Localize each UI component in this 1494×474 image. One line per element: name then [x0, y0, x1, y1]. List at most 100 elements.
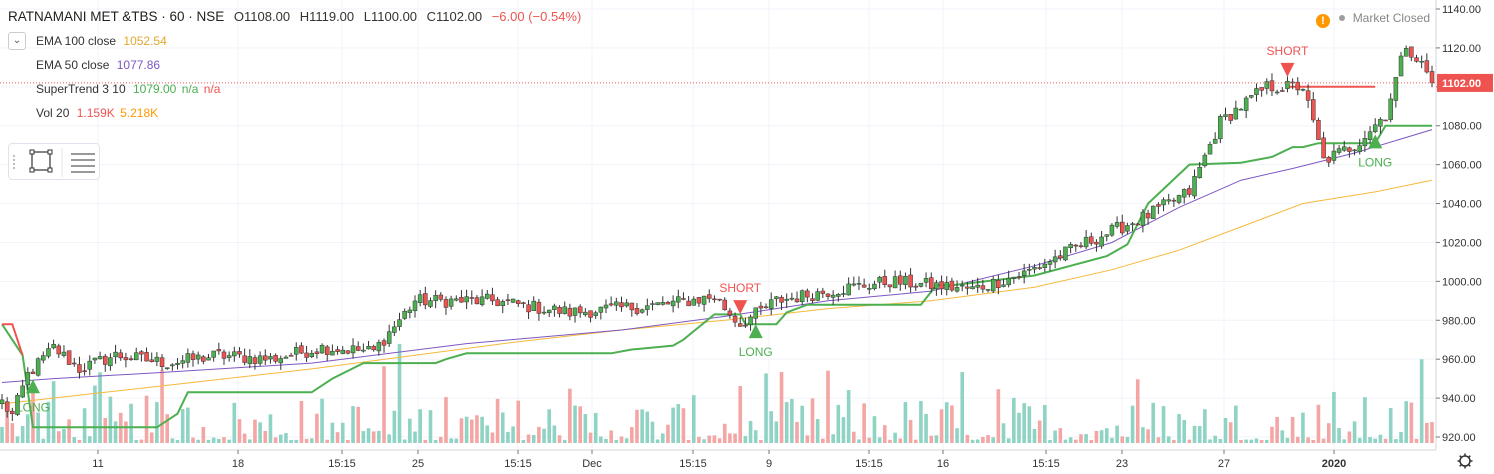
symbol-title[interactable]: RATNAMANI MET &TBS · 60 · NSE: [8, 9, 225, 24]
volume-bar: [846, 390, 851, 443]
volume-bar: [862, 403, 866, 443]
volume-bar: [877, 437, 882, 443]
volume-bar: [728, 433, 732, 443]
volume-bar: [1378, 434, 1383, 443]
candle-body: [371, 346, 376, 351]
candle-body: [1006, 278, 1011, 286]
volume-bar: [893, 432, 897, 443]
study-value: 1052.54: [123, 34, 167, 48]
volume-bar: [1120, 436, 1125, 443]
volume-bar: [1228, 422, 1233, 443]
candle-body: [77, 364, 82, 373]
candle-body: [175, 362, 180, 365]
study-ema50[interactable]: EMA 50 close 1077.86: [36, 58, 160, 72]
chevron-down-icon: ⌄: [12, 35, 22, 46]
volume-bar: [98, 372, 102, 443]
volume-bar: [387, 434, 391, 443]
volume-bar: [702, 439, 706, 443]
volume-bar: [1141, 427, 1145, 443]
candle-body: [1254, 88, 1259, 95]
candle-body: [789, 297, 795, 300]
volume-bar: [562, 439, 567, 443]
candle-body: [247, 356, 253, 364]
study-ema100[interactable]: EMA 100 close 1052.54: [36, 34, 167, 48]
candle-body: [257, 355, 263, 364]
volume-bar: [588, 432, 593, 443]
volume-bar: [1425, 422, 1429, 443]
volume-bar: [134, 439, 139, 443]
study-supertrend[interactable]: SuperTrend 3 10 1079.00 n/a n/a: [36, 82, 220, 96]
gear-icon[interactable]: [1457, 453, 1473, 469]
candle-body: [681, 298, 686, 300]
candle-body: [624, 302, 629, 307]
volume-bar: [1388, 407, 1393, 443]
study-volume[interactable]: Vol 20 1.159K 5.218K: [36, 106, 158, 120]
candle-body: [1011, 276, 1017, 279]
candle-body: [206, 357, 211, 361]
volume-bar: [72, 437, 77, 443]
candle-body: [928, 277, 934, 289]
candle-body: [634, 308, 640, 314]
candle-body: [1202, 154, 1208, 166]
volume-bar: [1135, 379, 1140, 443]
volume-bar: [155, 402, 159, 443]
study-value: 1077.86: [116, 58, 161, 72]
candle-body: [1197, 166, 1202, 179]
candle-body: [1249, 95, 1254, 98]
volume-bar: [0, 426, 4, 443]
volume-bar: [738, 386, 743, 443]
volume-bar: [805, 435, 810, 443]
candle-body: [15, 394, 20, 415]
candle-body: [877, 276, 882, 283]
candle-body: [226, 355, 232, 358]
long-signal-arrow: [748, 324, 763, 339]
volume-bar: [712, 435, 717, 443]
candle-body: [139, 351, 144, 355]
volume-bar: [821, 438, 825, 443]
volume-bar: [428, 410, 433, 443]
x-tick-label: 15:15: [504, 458, 532, 470]
candle-body: [350, 345, 356, 354]
candle-body: [211, 350, 216, 358]
time-axis[interactable]: [0, 450, 1436, 474]
volume-bar: [253, 419, 257, 443]
candle-body: [846, 283, 851, 296]
candle-body: [1398, 55, 1404, 77]
candle-body: [701, 295, 707, 305]
warning-icon[interactable]: !: [1316, 14, 1330, 28]
candle-body: [1218, 115, 1223, 140]
volume-bar: [810, 398, 815, 443]
volume-bar: [175, 439, 180, 443]
rectangle-select-icon[interactable]: [29, 149, 53, 173]
volume-bar: [1115, 425, 1119, 443]
volume-bar: [330, 422, 335, 443]
candle-body: [810, 298, 815, 301]
x-tick-label: 11: [92, 458, 103, 470]
volume-bar: [237, 419, 242, 443]
candle-body: [407, 309, 413, 313]
volume-bar: [908, 419, 913, 443]
volume-bar: [511, 426, 515, 443]
candle-body: [784, 298, 789, 301]
volume-bar: [913, 439, 918, 443]
volume-bar: [676, 404, 681, 443]
settings-lines-icon[interactable]: [71, 153, 95, 173]
volume-bar: [382, 366, 386, 443]
volume-bar: [258, 422, 262, 443]
candle-body: [805, 290, 810, 298]
candle-body: [505, 299, 511, 302]
study-value-na: n/a: [181, 82, 199, 96]
candle-body: [1285, 81, 1290, 89]
candle-body: [221, 351, 227, 359]
candle-body: [464, 296, 469, 303]
candle-body: [639, 309, 645, 313]
legend-collapse-button[interactable]: ⌄: [8, 32, 26, 50]
drag-handle-icon[interactable]: [13, 155, 15, 169]
candle-body: [515, 300, 521, 304]
candle-body: [898, 275, 903, 285]
volume-bar: [800, 405, 804, 443]
volume-bar: [888, 439, 892, 443]
ohlc-change: −6.00 (−0.54%): [491, 9, 582, 24]
volume-bar: [635, 409, 639, 443]
